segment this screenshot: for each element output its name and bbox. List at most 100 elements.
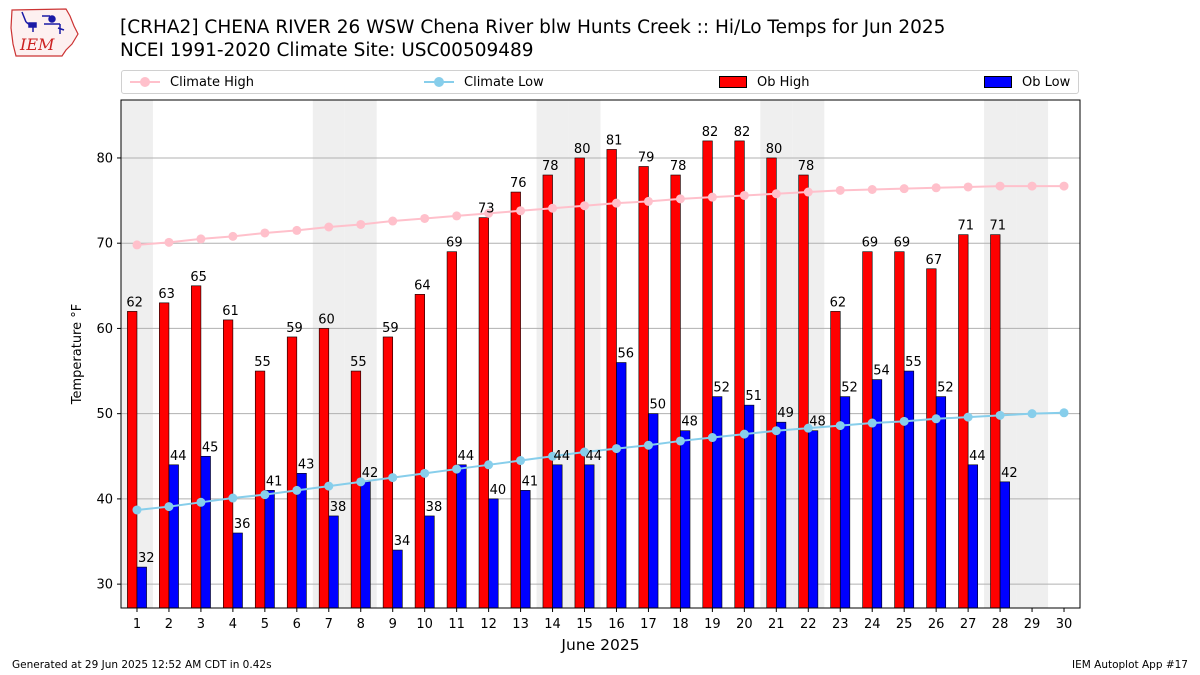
ob-low-label: 41	[266, 474, 283, 489]
ob-low-bar	[488, 498, 499, 608]
ob-high-bar	[638, 166, 649, 608]
climate-low-point	[963, 412, 973, 422]
ob-high-label: 78	[542, 159, 559, 174]
ob-low-bar	[552, 464, 563, 608]
ob-high-bar	[798, 174, 809, 608]
generated-timestamp: Generated at 29 Jun 2025 12:52 AM CDT in…	[12, 659, 272, 671]
ob-high-bar	[830, 311, 841, 608]
climate-high-point	[228, 231, 238, 241]
ob-low-bar	[296, 473, 307, 608]
climate-low-point	[484, 460, 494, 470]
climate-low-point	[995, 410, 1005, 420]
climate-low-point	[452, 464, 462, 474]
ob-low-bar	[776, 421, 787, 608]
ob-high-bar	[222, 319, 234, 608]
legend-label: Ob High	[757, 74, 810, 90]
x-tick-label: 26	[928, 617, 945, 632]
ob-low-bar	[903, 370, 915, 608]
x-tick-label: 15	[576, 617, 593, 632]
y-axis-label: Temperature °F	[70, 304, 85, 405]
ob-low-label: 38	[330, 500, 347, 515]
x-tick-label: 7	[325, 617, 333, 632]
ob-high-label: 55	[350, 355, 367, 370]
climate-high-point	[707, 192, 717, 202]
ob-low-label: 34	[394, 534, 411, 549]
ob-low-swatch	[984, 76, 1012, 88]
ob-high-bar	[127, 311, 138, 608]
x-tick-label: 1	[133, 617, 141, 632]
ob-high-label: 59	[286, 321, 303, 336]
ob-high-label: 59	[382, 321, 399, 336]
legend-climate-high: Climate High	[130, 71, 254, 93]
ob-high-bar	[766, 157, 777, 608]
climate-low-point	[228, 493, 238, 503]
ob-low-bar	[424, 515, 435, 608]
climate-high-point	[611, 198, 621, 208]
ob-high-bar	[702, 140, 713, 608]
climate-high-point	[452, 211, 462, 221]
legend-climate-low: Climate Low	[424, 71, 544, 93]
ob-low-bar	[328, 515, 339, 608]
legend-ob-high: Ob High	[719, 71, 810, 93]
ob-low-label: 38	[426, 500, 443, 515]
ob-high-label: 69	[894, 236, 911, 251]
x-tick-label: 27	[960, 617, 977, 632]
climate-low-point	[260, 490, 270, 500]
ob-high-bar	[670, 174, 681, 608]
ob-high-label: 71	[958, 219, 975, 234]
climate-low-point	[420, 468, 430, 478]
climate-low-point	[196, 497, 206, 507]
climate-high-point	[867, 184, 877, 194]
ob-low-label: 45	[202, 440, 219, 455]
ob-low-bar	[168, 464, 179, 608]
bar-group	[127, 140, 1010, 608]
chart-title: [CRHA2] CHENA RIVER 26 WSW Chena River b…	[120, 17, 946, 38]
ob-low-label: 42	[362, 466, 379, 481]
climate-high-point	[292, 225, 302, 235]
climate-high-swatch	[130, 77, 160, 87]
ob-high-bar	[574, 157, 585, 608]
climate-high-point	[739, 190, 749, 200]
climate-low-point	[643, 440, 653, 450]
x-tick-label: 25	[896, 617, 913, 632]
x-tick-label: 13	[512, 617, 529, 632]
climate-high-line	[136, 185, 1065, 246]
climate-high-point	[931, 183, 941, 193]
ob-high-label: 69	[862, 236, 879, 251]
ob-low-label: 49	[777, 406, 794, 421]
climate-high-point	[548, 203, 558, 213]
ob-low-label: 52	[937, 381, 954, 396]
ob-low-label: 50	[649, 398, 666, 413]
ob-high-label: 62	[830, 295, 847, 310]
ob-low-label: 41	[522, 474, 539, 489]
x-tick-label: 18	[672, 617, 689, 632]
climate-low-point	[580, 447, 590, 457]
ob-high-bar	[382, 336, 394, 608]
ob-high-bar	[510, 191, 521, 608]
ob-low-label: 44	[170, 449, 187, 464]
ob-high-label: 80	[574, 142, 591, 157]
ob-high-bar	[286, 336, 298, 608]
ob-low-label: 54	[873, 364, 890, 379]
ob-high-bar	[318, 328, 330, 608]
weekend-shade	[1016, 100, 1049, 608]
x-tick-label: 12	[480, 617, 497, 632]
climate-low-point	[675, 436, 685, 446]
x-tick-label: 4	[229, 617, 237, 632]
ob-high-bar	[350, 370, 362, 608]
climate-low-point	[707, 433, 717, 443]
x-tick-label: 22	[800, 617, 817, 632]
climate-low-point	[931, 414, 941, 424]
climate-low-point	[771, 426, 781, 436]
ob-high-label: 60	[318, 312, 335, 327]
svg-text:IEM: IEM	[19, 35, 55, 54]
ob-high-bar	[254, 370, 266, 608]
y-tick-label: 30	[96, 578, 113, 593]
ob-low-label: 40	[490, 483, 507, 498]
ob-low-label: 36	[234, 517, 251, 532]
chart-subtitle: NCEI 1991-2020 Climate Site: USC00509489	[120, 40, 534, 61]
climate-high-point	[388, 216, 398, 226]
x-tick-label: 28	[992, 617, 1009, 632]
ob-high-label: 82	[702, 125, 719, 140]
